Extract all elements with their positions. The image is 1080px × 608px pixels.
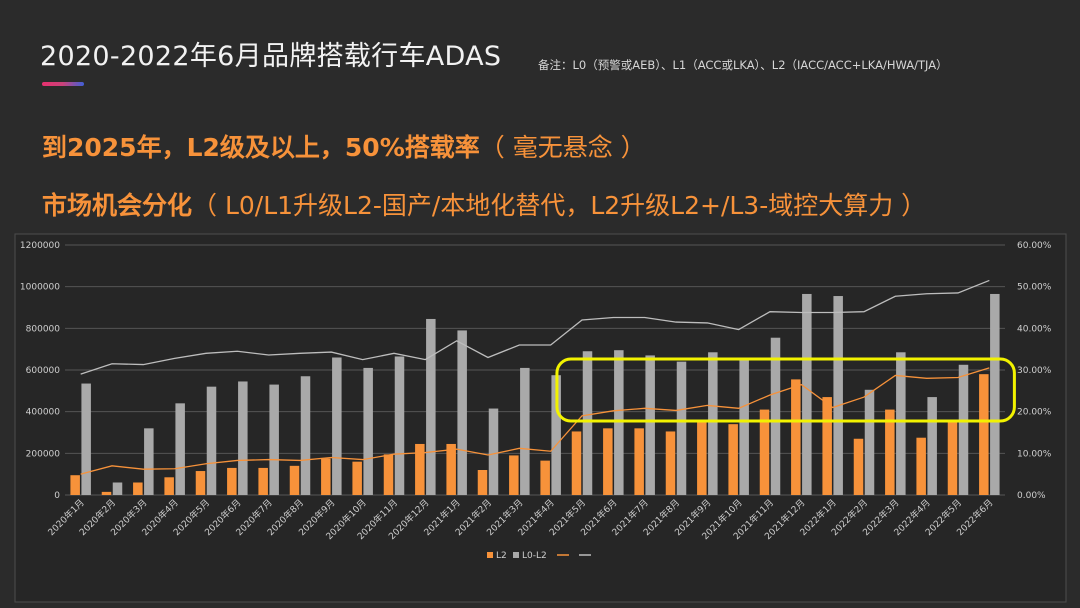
title-accent-bar xyxy=(42,82,84,86)
bar-l2 xyxy=(697,422,707,495)
bar-l2 xyxy=(791,379,801,495)
bar-l0-l2 xyxy=(81,383,91,495)
bar-l0-l2 xyxy=(426,318,436,495)
bar-l0-l2 xyxy=(770,337,781,495)
bar-l2 xyxy=(822,397,832,495)
bar-l0-l2 xyxy=(958,364,969,495)
bar-l2 xyxy=(509,455,519,495)
bar-l0-l2 xyxy=(144,428,154,495)
bar-l2 xyxy=(415,443,425,495)
bar-l2 xyxy=(665,431,676,495)
bar-l2 xyxy=(70,475,80,495)
bar-l0-l2 xyxy=(300,376,311,495)
legend-label: L0-L2 xyxy=(522,551,547,561)
highlight-rectangle xyxy=(555,357,1016,423)
headline-adoption-main: 到2025年，L2级及以上，50%搭载率 xyxy=(42,133,480,162)
bar-l0-l2 xyxy=(269,384,279,495)
bar-l2 xyxy=(321,458,331,495)
bar-l0-l2 xyxy=(238,381,248,495)
bar-l2 xyxy=(728,424,738,495)
bar-l0-l2 xyxy=(582,351,593,495)
bar-l0-l2 xyxy=(739,357,749,495)
bar-l2 xyxy=(383,454,394,495)
headline-opportunity-paren: （ L0/L1升级L2-国产/本地化替代，L2升级L2+/L3-域控大算力 ） xyxy=(192,191,927,220)
y-right-tick-label: 40.00% xyxy=(1017,324,1052,334)
bar-l2 xyxy=(947,421,958,495)
bar-l0-l2 xyxy=(363,367,373,495)
chart-lines xyxy=(80,279,990,475)
y-right-tick-label: 30.00% xyxy=(1017,366,1052,376)
bar-l0-l2 xyxy=(927,397,937,495)
line-l0-l2-share xyxy=(80,279,990,375)
bar-l2 xyxy=(352,461,362,495)
y-left-tick-label: 200000 xyxy=(26,449,61,459)
chart-bars xyxy=(70,293,1000,495)
chart-legend: L2 L0-L2 xyxy=(487,551,591,561)
bar-l0-l2 xyxy=(112,482,123,495)
y-left-tick-label: 0 xyxy=(54,491,60,501)
bar-l2 xyxy=(540,460,550,495)
bar-l2 xyxy=(101,491,112,495)
y-right-tick-label: 50.00% xyxy=(1017,283,1052,293)
y-right-tick-label: 60.00% xyxy=(1017,241,1052,251)
definition-note: 备注：L0（预警或AEB）、L1（ACC或LKA）、L2（IACC/ACC+LK… xyxy=(538,58,948,72)
chart-gridlines xyxy=(65,244,1005,496)
legend-label: L2 xyxy=(496,551,507,561)
y-left-tick-label: 600000 xyxy=(26,366,61,376)
bar-l0-l2 xyxy=(614,350,624,495)
chart-area xyxy=(14,233,1067,603)
bar-l0-l2 xyxy=(645,355,655,495)
bar-l0-l2 xyxy=(175,403,185,495)
y-left-tick-label: 1000000 xyxy=(20,283,60,293)
bar-l0-l2 xyxy=(676,361,687,495)
bar-l0-l2 xyxy=(457,330,467,495)
headline-opportunity-main: 市场机会分化 xyxy=(42,191,193,220)
headline-adoption: 到2025年，L2级及以上，50%搭载率（ 毫无悬念 ） xyxy=(42,128,646,164)
bar-l2 xyxy=(979,374,989,495)
bar-l2 xyxy=(477,470,488,495)
bar-l0-l2 xyxy=(896,352,906,495)
headline-adoption-paren: （ 毫无悬念 ） xyxy=(479,133,646,162)
bar-l2 xyxy=(446,443,456,495)
bar-l2 xyxy=(634,428,644,495)
bar-l0-l2 xyxy=(864,389,875,495)
bar-l2 xyxy=(164,477,174,495)
line-l2-share xyxy=(80,367,990,475)
bar-l2 xyxy=(571,431,582,495)
y-right-tick-label: 0.00% xyxy=(1017,491,1046,501)
bar-l0-l2 xyxy=(520,367,530,495)
bar-l2 xyxy=(227,467,237,495)
bar-l0-l2 xyxy=(708,352,718,495)
bar-l0-l2 xyxy=(551,375,561,495)
bar-l2 xyxy=(603,428,613,495)
bar-l0-l2 xyxy=(394,356,405,495)
bar-l2 xyxy=(289,465,300,495)
bar-l2 xyxy=(195,471,206,495)
y-left-tick-label: 800000 xyxy=(26,324,61,334)
bar-l2 xyxy=(916,437,926,495)
legend-swatch xyxy=(513,552,519,558)
bar-l2 xyxy=(885,409,895,495)
bar-l2 xyxy=(759,409,770,495)
adas-chart: 0 200000 400000 600000 800000 1000000 1200000 0… xyxy=(14,233,1067,603)
y-left-tick-label: 400000 xyxy=(26,408,61,418)
highlight-box xyxy=(555,357,1016,423)
bar-l2 xyxy=(133,482,143,495)
bar-l0-l2 xyxy=(990,293,1000,495)
slide-title: 2020-2022年6月品牌搭载行车ADAS xyxy=(40,41,502,72)
bar-l2 xyxy=(258,467,268,495)
y-right-tick-label: 20.00% xyxy=(1017,408,1052,418)
y-right-tick-label: 10.00% xyxy=(1017,449,1052,459)
bar-l2 xyxy=(853,438,864,495)
bar-l0-l2 xyxy=(206,386,217,495)
bar-l0-l2 xyxy=(332,357,342,495)
bar-l0-l2 xyxy=(833,296,843,495)
bar-l0-l2 xyxy=(488,408,499,495)
headline-opportunity: 市场机会分化（ L0/L1升级L2-国产/本地化替代，L2升级L2+/L3-域控… xyxy=(42,186,926,222)
bar-l0-l2 xyxy=(802,293,812,495)
legend-swatch xyxy=(487,552,493,558)
y-left-tick-label: 1200000 xyxy=(20,241,60,251)
